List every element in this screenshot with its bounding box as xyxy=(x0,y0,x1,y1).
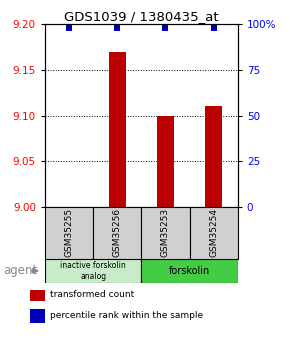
Bar xyxy=(205,106,222,207)
Text: GSM35255: GSM35255 xyxy=(65,208,74,257)
Bar xyxy=(45,259,142,283)
Bar xyxy=(109,51,126,207)
Text: forskolin: forskolin xyxy=(169,266,210,276)
Bar xyxy=(30,287,45,301)
Bar xyxy=(45,207,93,259)
Text: GSM35253: GSM35253 xyxy=(161,208,170,257)
Text: GSM35254: GSM35254 xyxy=(209,208,218,257)
Text: GSM35256: GSM35256 xyxy=(113,208,122,257)
Text: percentile rank within the sample: percentile rank within the sample xyxy=(50,311,204,320)
Bar xyxy=(157,116,174,207)
Text: transformed count: transformed count xyxy=(50,290,135,299)
Title: GDS1039 / 1380435_at: GDS1039 / 1380435_at xyxy=(64,10,219,23)
Text: inactive forskolin
analog: inactive forskolin analog xyxy=(60,261,126,280)
Bar xyxy=(142,259,238,283)
Bar xyxy=(142,207,190,259)
Bar xyxy=(93,207,142,259)
Bar xyxy=(30,309,45,323)
Bar xyxy=(190,207,238,259)
Text: agent: agent xyxy=(3,264,37,277)
